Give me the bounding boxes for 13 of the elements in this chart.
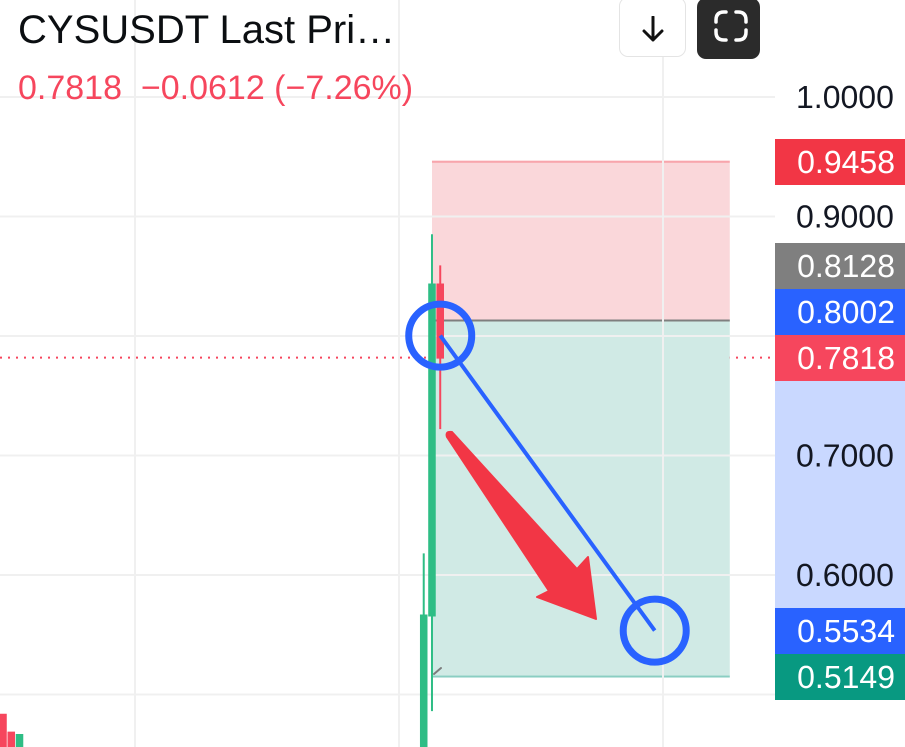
text: 0.7818 −0.0612 (−7.26%) — [18, 69, 414, 107]
ref-line-label: 0.8128 — [775, 242, 905, 289]
ref-line-label: 0.7818 — [775, 334, 905, 381]
text: 0.8002 — [775, 288, 905, 335]
y-tick-label: 0.9000 — [796, 198, 894, 235]
y-tick-label: 1.0000 — [796, 79, 894, 116]
chart-title: CYSUSDT Last Pri… — [18, 8, 396, 52]
ref-line-label: 0.5149 — [775, 654, 905, 700]
ref-line-label: 0.9458 — [775, 138, 905, 185]
y-tick-label: 0.6000 — [796, 557, 894, 594]
candlestick — [16, 734, 24, 747]
text: 0.5534 — [775, 608, 905, 654]
y-tick-label: 0.7000 — [796, 438, 894, 474]
